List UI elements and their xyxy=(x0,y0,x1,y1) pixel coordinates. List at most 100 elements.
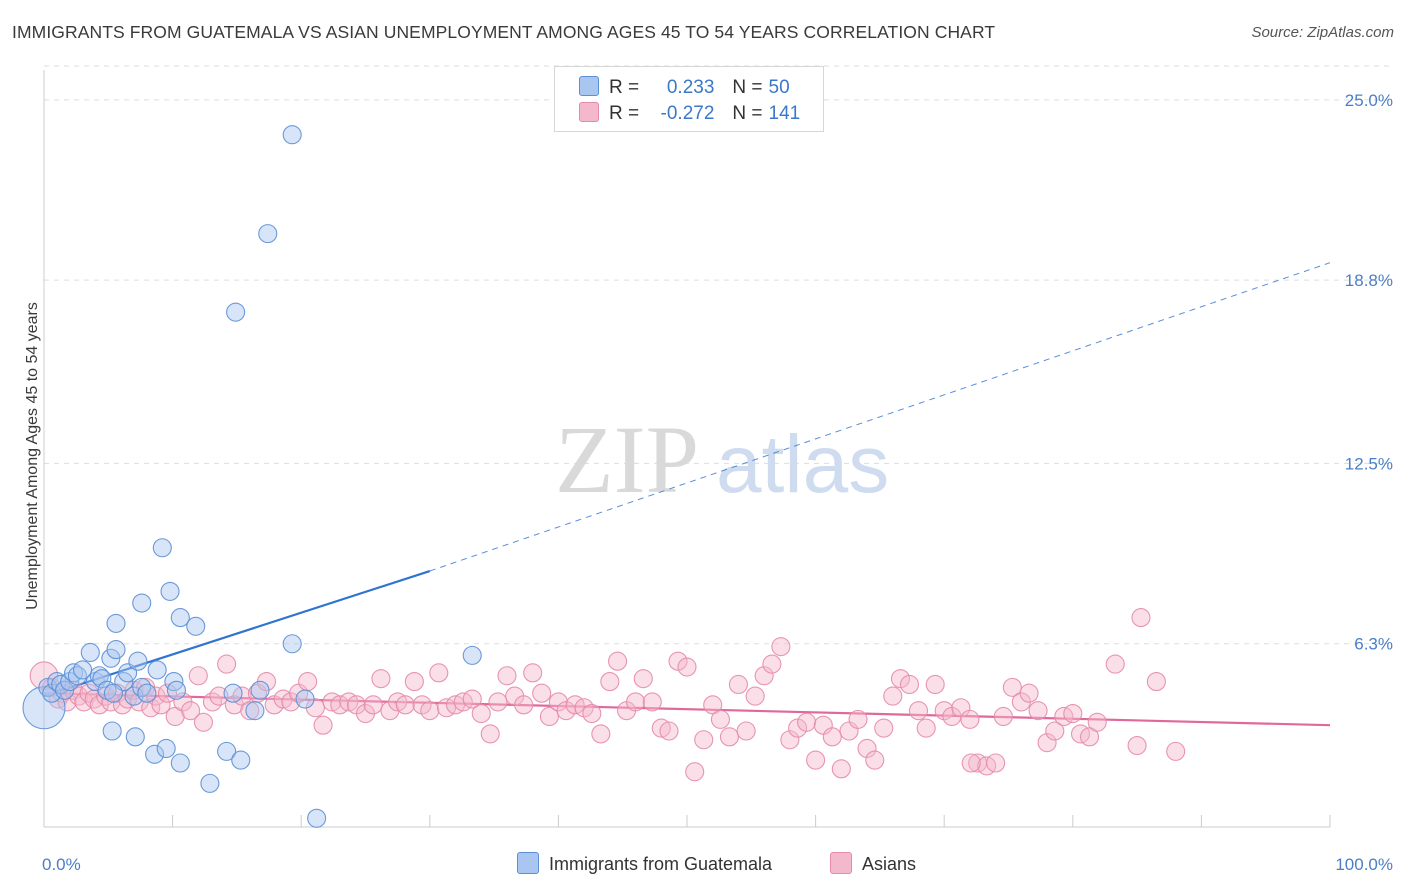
guatemala-point xyxy=(170,608,190,628)
asians-point xyxy=(762,654,782,674)
x-tick-label: 100.0% xyxy=(1335,855,1393,874)
asians-point xyxy=(961,753,981,773)
asians-point xyxy=(633,669,653,689)
guatemala-point xyxy=(231,750,251,770)
y-axis-label: Unemployment Among Ages 45 to 54 years xyxy=(24,302,41,610)
guatemala-point xyxy=(137,683,157,703)
asians-point xyxy=(1131,608,1151,628)
asians-point xyxy=(539,706,559,727)
x-tick-labels: 0.0% 100.0% xyxy=(42,855,1393,874)
n-label: N = xyxy=(732,77,763,98)
r-label: R = xyxy=(609,103,640,124)
guatemala-point xyxy=(103,683,123,703)
guatemala-point xyxy=(223,683,243,703)
asians-point xyxy=(831,759,851,779)
asians-point xyxy=(404,672,424,692)
asians-point xyxy=(339,692,359,712)
guatemala-point xyxy=(245,701,265,721)
asians-point xyxy=(883,686,903,706)
asians-point xyxy=(874,718,894,738)
asians-point xyxy=(151,695,171,715)
asians-point xyxy=(771,637,791,657)
asians-point xyxy=(1019,683,1039,703)
asians-point xyxy=(608,651,628,671)
guatemala-point xyxy=(282,125,302,145)
asians-point xyxy=(1037,733,1057,753)
asians-point xyxy=(313,715,333,735)
asians-point xyxy=(600,672,620,692)
watermark-zip: ZIP xyxy=(555,406,699,513)
asians-point xyxy=(523,663,543,683)
guatemala-point xyxy=(258,224,278,244)
n-label: N = xyxy=(732,103,763,124)
asians-point xyxy=(471,704,491,724)
asians-point xyxy=(960,709,980,729)
guatemala-point xyxy=(307,808,327,828)
legend-asians[interactable]: Asians xyxy=(830,852,916,875)
asians-point xyxy=(363,695,383,715)
guatemala-point xyxy=(106,640,126,660)
guatemala-point xyxy=(152,538,172,558)
asians-point xyxy=(642,692,662,712)
guatemala-point xyxy=(217,741,237,761)
legend-guatemala-label: Immigrants from Guatemala xyxy=(549,854,773,874)
asians-point xyxy=(412,695,432,715)
guatemala-point xyxy=(22,686,66,730)
guatemala-point xyxy=(145,744,165,764)
asians-point xyxy=(736,721,756,741)
asians-point xyxy=(298,672,318,692)
guatemala-point xyxy=(125,727,145,747)
asians-point xyxy=(1028,701,1048,721)
asians-point xyxy=(659,721,679,741)
guatemala-point xyxy=(80,642,100,663)
asians-point xyxy=(395,695,415,715)
r-value: 0.233 xyxy=(666,77,715,98)
y-tick-label: 18.8% xyxy=(1345,271,1393,290)
asians-point xyxy=(462,689,482,709)
legend-row-guatemala: R = 0.233 N = 50 xyxy=(579,76,790,100)
asians-point xyxy=(445,695,466,715)
y-tick-label: 12.5% xyxy=(1345,454,1393,473)
asians-point xyxy=(240,701,260,721)
guatemala-point xyxy=(67,666,87,686)
asians-point xyxy=(848,709,868,729)
asians-point xyxy=(677,657,697,677)
asians-point xyxy=(181,701,201,721)
correlation-legend: R = 0.233 N = 50 R = -0.272 N = 141 xyxy=(554,66,824,132)
asians-point xyxy=(797,712,817,732)
guatemala-point xyxy=(200,773,220,793)
asians-point xyxy=(582,704,602,724)
guatemala-point xyxy=(132,593,152,613)
guatemala-points xyxy=(22,125,482,828)
asians-point xyxy=(745,686,765,706)
y-tick-labels: 6.3% 12.5% 18.8% 25.0% xyxy=(1345,91,1393,654)
asians-point xyxy=(497,666,517,686)
asians-point xyxy=(780,730,800,750)
blue-swatch xyxy=(517,852,539,874)
asians-point xyxy=(710,709,730,729)
asians-point xyxy=(1063,704,1083,724)
asians-point xyxy=(388,692,408,712)
asians-point xyxy=(916,718,936,738)
asians-point xyxy=(488,692,508,712)
asians-point xyxy=(532,683,552,703)
legend-guatemala[interactable]: Immigrants from Guatemala xyxy=(517,852,772,875)
asians-point xyxy=(322,692,342,712)
asians-point xyxy=(1105,654,1125,674)
r-label: R = xyxy=(609,77,640,98)
asians-point xyxy=(899,674,920,695)
asians-point xyxy=(719,727,739,747)
guatemala-point xyxy=(170,753,190,773)
watermark-atlas: atlas xyxy=(716,419,889,510)
asians-point xyxy=(188,666,208,686)
asians-point xyxy=(651,718,671,738)
asians-point xyxy=(685,762,705,782)
guatemala-trend-extension xyxy=(429,262,1331,572)
guatemala-point xyxy=(156,738,176,759)
asians-point xyxy=(217,654,237,674)
asians-point xyxy=(1127,736,1147,756)
asians-point xyxy=(806,750,826,770)
asians-point xyxy=(694,730,714,750)
pink-swatch xyxy=(830,852,852,874)
